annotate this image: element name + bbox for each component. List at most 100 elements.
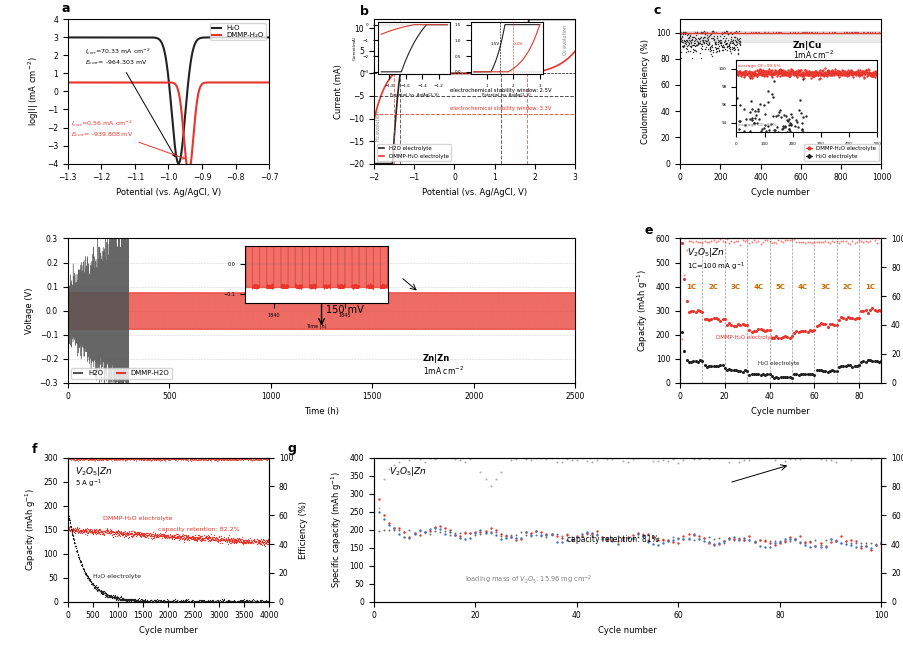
- Point: [211, 597, 226, 607]
- Point: [754, 28, 768, 38]
- Point: [207, 597, 221, 607]
- Point: [743, 28, 758, 38]
- Point: [117, 594, 132, 604]
- Point: [81, 575, 96, 585]
- Point: [67, 524, 81, 534]
- Point: [231, 454, 246, 464]
- Point: [143, 455, 157, 465]
- Point: [762, 28, 777, 38]
- Point: [224, 536, 238, 546]
- Point: [223, 454, 237, 464]
- Point: [256, 597, 271, 607]
- Point: [224, 454, 238, 464]
- Point: [777, 534, 791, 545]
- Point: [61, 454, 76, 464]
- Point: [77, 565, 91, 576]
- Point: [174, 534, 189, 545]
- Point: [218, 597, 232, 607]
- Point: [175, 532, 190, 543]
- Point: [823, 28, 837, 38]
- Point: [107, 454, 122, 465]
- Point: [837, 28, 852, 38]
- Point: [182, 453, 196, 463]
- Point: [757, 451, 771, 461]
- Point: [138, 597, 153, 607]
- Point: [209, 596, 223, 606]
- Point: [723, 27, 738, 38]
- Point: [69, 542, 83, 553]
- Point: [103, 590, 117, 600]
- Point: [254, 454, 268, 465]
- Point: [726, 28, 740, 38]
- Point: [219, 535, 234, 545]
- Point: [68, 454, 82, 465]
- Point: [172, 534, 186, 545]
- Point: [736, 455, 750, 466]
- Point: [204, 454, 219, 464]
- Point: [697, 44, 712, 54]
- Point: [144, 533, 158, 543]
- Text: 1mA cm$^{-2}$: 1mA cm$^{-2}$: [792, 49, 833, 61]
- Point: [371, 526, 386, 536]
- Point: [110, 454, 125, 465]
- Point: [128, 597, 143, 607]
- Point: [831, 315, 845, 325]
- Point: [205, 597, 219, 607]
- Point: [752, 370, 767, 380]
- Point: [711, 45, 725, 55]
- Point: [88, 527, 102, 538]
- Point: [841, 28, 855, 38]
- Point: [207, 454, 221, 464]
- Point: [87, 454, 101, 465]
- Point: [810, 28, 824, 38]
- Point: [254, 597, 268, 607]
- Point: [234, 534, 248, 544]
- Point: [678, 28, 693, 38]
- Point: [863, 28, 878, 38]
- Point: [724, 36, 739, 46]
- Point: [107, 454, 122, 465]
- Point: [228, 455, 243, 465]
- Point: [686, 38, 701, 49]
- Point: [199, 453, 213, 463]
- Point: [111, 525, 126, 536]
- Point: [825, 27, 840, 38]
- Point: [767, 538, 781, 549]
- Point: [830, 28, 844, 38]
- Point: [238, 595, 253, 606]
- Point: [807, 541, 822, 551]
- Point: [101, 591, 116, 601]
- Point: [172, 531, 186, 541]
- Point: [680, 28, 694, 38]
- Point: [81, 454, 96, 465]
- Point: [140, 454, 154, 465]
- Point: [64, 523, 79, 534]
- Point: [186, 534, 200, 544]
- Point: [106, 529, 120, 539]
- Point: [855, 27, 870, 38]
- Point: [185, 531, 200, 542]
- Point: [251, 538, 265, 549]
- Text: H₂ evolution: H₂ evolution: [376, 111, 380, 141]
- Point: [681, 307, 695, 317]
- Point: [790, 327, 805, 337]
- Point: [689, 28, 703, 38]
- Point: [473, 527, 488, 538]
- Point: [763, 28, 777, 38]
- Point: [134, 529, 148, 540]
- Point: [200, 596, 215, 606]
- Point: [66, 525, 80, 535]
- Point: [858, 305, 872, 316]
- Point: [138, 529, 153, 539]
- Point: [871, 234, 886, 244]
- Point: [815, 28, 829, 38]
- Point: [181, 532, 195, 543]
- Point: [191, 531, 205, 542]
- Point: [154, 453, 169, 463]
- Point: [252, 597, 266, 607]
- Point: [154, 531, 169, 541]
- Point: [685, 39, 700, 50]
- Point: [206, 534, 220, 544]
- Point: [677, 28, 692, 38]
- Point: [676, 346, 691, 356]
